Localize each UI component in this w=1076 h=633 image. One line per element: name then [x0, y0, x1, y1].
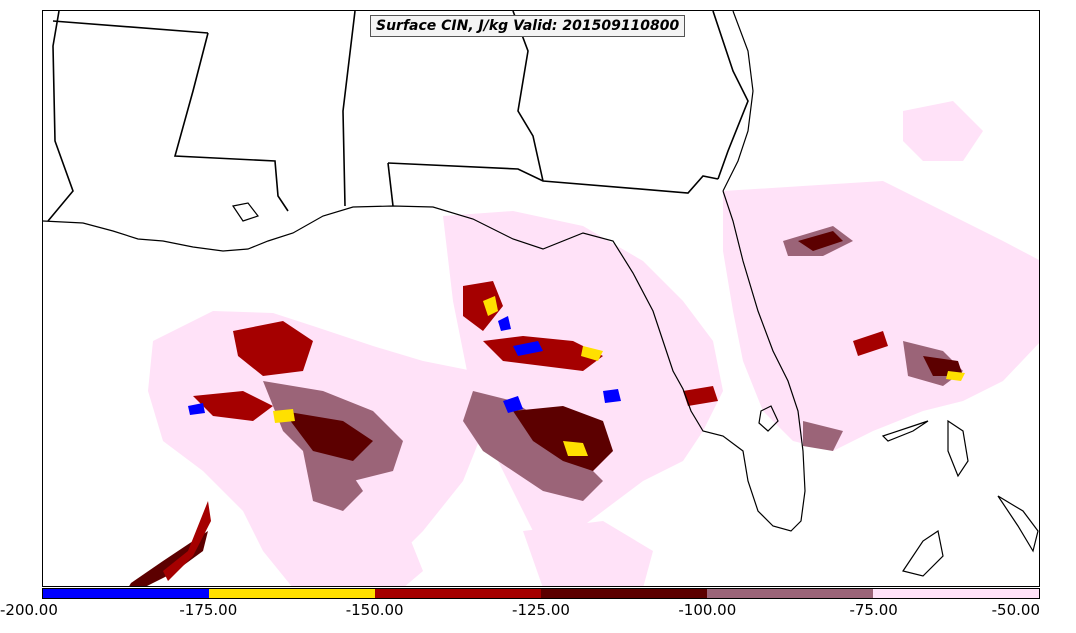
colorbar-segment	[541, 589, 707, 598]
cin-map	[43, 11, 1039, 586]
boundary-arkansas-louisiana	[52, 20, 209, 34]
cin-red-east	[853, 331, 888, 356]
cin-area-north-atlantic	[903, 101, 983, 161]
boundary-mississippi-east	[173, 32, 289, 212]
state-boundaries	[47, 11, 749, 222]
coastline-east	[722, 11, 754, 192]
coastline-bahamas	[881, 420, 929, 442]
colorbar-tick-label: -125.00	[512, 601, 570, 619]
coastline-lake-okeechobee	[758, 405, 779, 432]
cin-red-sw-streak	[163, 501, 211, 581]
cin-yellow-areas	[273, 296, 965, 456]
cin-mauve-florida-east	[803, 421, 843, 451]
cin-yellow-gulf	[563, 441, 588, 456]
cin-mauve-sw	[303, 451, 363, 511]
cin-yellow-west	[273, 409, 295, 423]
cin-blue-band	[513, 341, 543, 356]
colorbar-segment	[43, 589, 209, 598]
cin-red-west	[233, 321, 313, 376]
cin-mauve-central	[463, 391, 603, 501]
colorbar-tick-label: -175.00	[179, 601, 238, 619]
cin-maroon-east	[923, 356, 963, 376]
colorbar	[42, 588, 1040, 599]
colorbar-segment	[707, 589, 873, 598]
colorbar-tick-label: -50.00	[991, 601, 1040, 619]
cin-blue-central	[498, 316, 511, 331]
map-frame	[42, 10, 1040, 587]
cin-blue-gulf	[503, 396, 523, 413]
cin-red-west-lower	[193, 391, 273, 421]
map-title: Surface CIN, J/kg Valid: 201509110800	[370, 15, 686, 37]
cin-yellow-band	[581, 346, 603, 361]
cin-blue-west	[188, 403, 205, 415]
cin-red-central	[463, 281, 503, 331]
coastlines	[43, 11, 1039, 577]
boundary-alabama-florida	[387, 162, 394, 207]
coastline-bahamas-2	[947, 419, 969, 478]
cin-maroon-gulf	[513, 406, 613, 471]
cin-red-areas	[163, 281, 888, 581]
boundary-georgia-sc	[512, 11, 544, 182]
cin-area-south-east	[523, 521, 653, 586]
colorbar-tick-label: -100.00	[678, 601, 737, 619]
colorbar-tick-label: -200.00	[0, 601, 58, 619]
colorbar-segment	[873, 589, 1039, 598]
boundary-louisiana-west	[47, 11, 74, 222]
boundary-georgia-florida	[387, 162, 719, 194]
cin-maroon-west	[283, 411, 373, 461]
colorbar-segment	[209, 589, 375, 598]
colorbar-tick-label: -150.00	[345, 601, 404, 619]
cin-maroon-areas	[129, 231, 963, 586]
cin-yellow-east	[946, 371, 965, 381]
cin-maroon-ne-streak	[798, 231, 843, 251]
cin-maroon-sw-streak	[129, 531, 208, 586]
coastline-gulf	[43, 190, 806, 532]
cin-yellow-central	[483, 296, 498, 316]
cin-blue-areas	[188, 316, 621, 415]
colorbar-tick-label: -75.00	[849, 601, 898, 619]
boundary-sc-coast	[712, 11, 749, 180]
cin-area-south	[293, 501, 423, 586]
coastline-cuba	[902, 530, 944, 577]
cin-red-gulf-band	[483, 336, 603, 371]
colorbar-segment	[375, 589, 541, 598]
coastline-west-bay	[232, 202, 259, 222]
boundary-alabama-georgia	[342, 11, 356, 207]
cin-red-gulf-coast	[683, 386, 718, 406]
coastline-se-island	[997, 495, 1039, 553]
cin-blue-coast	[603, 389, 621, 403]
cin-area-atlantic	[723, 181, 1039, 451]
